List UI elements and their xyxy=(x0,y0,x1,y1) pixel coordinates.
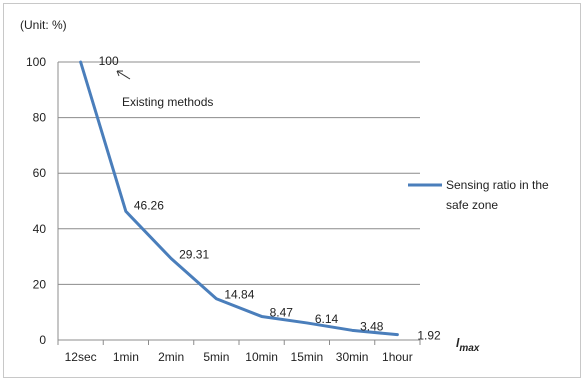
annotation-text: Existing methods xyxy=(122,95,213,109)
y-tick-label: 80 xyxy=(33,111,47,125)
x-axis-title: lmax xyxy=(456,336,480,354)
x-tick-label: 1min xyxy=(113,350,139,364)
data-label: 1.92 xyxy=(417,329,441,343)
x-tick-label: 5min xyxy=(203,350,229,364)
data-label: 29.31 xyxy=(179,248,209,262)
legend-label: Sensing ratio in the xyxy=(446,178,549,192)
line-chart: (Unit: %) 0 20 40 60 80 100 12sec 1min 2min 5min 10… xyxy=(20,18,549,364)
chart-frame: (Unit: %) 0 20 40 60 80 100 12sec 1min 2min 5min 10… xyxy=(3,3,581,378)
data-label: 46.26 xyxy=(134,198,164,212)
x-tick-label: 15min xyxy=(291,350,324,364)
data-label: 14.84 xyxy=(224,288,254,302)
data-label: 3.48 xyxy=(360,319,384,333)
data-label: 8.47 xyxy=(270,305,294,319)
data-label: 6.14 xyxy=(315,312,339,326)
annotation-arrow-shaft xyxy=(116,70,131,80)
x-tick-label: 10min xyxy=(245,350,278,364)
data-label: 100 xyxy=(99,54,119,68)
legend-label: safe zone xyxy=(446,198,498,212)
unit-label: (Unit: %) xyxy=(20,18,67,32)
y-tick-label: 0 xyxy=(39,333,46,347)
x-tick-label: 12sec xyxy=(65,350,97,364)
annotation-arrow-head xyxy=(116,70,123,77)
x-tick-label: 2min xyxy=(158,350,184,364)
x-tick-label: 1hour xyxy=(382,350,413,364)
y-tick-label: 60 xyxy=(33,166,47,180)
x-tick-label: 30min xyxy=(336,350,369,364)
y-tick-label: 40 xyxy=(33,222,47,236)
y-tick-label: 20 xyxy=(33,277,47,291)
y-tick-label: 100 xyxy=(26,55,46,69)
series-line xyxy=(79,60,399,337)
